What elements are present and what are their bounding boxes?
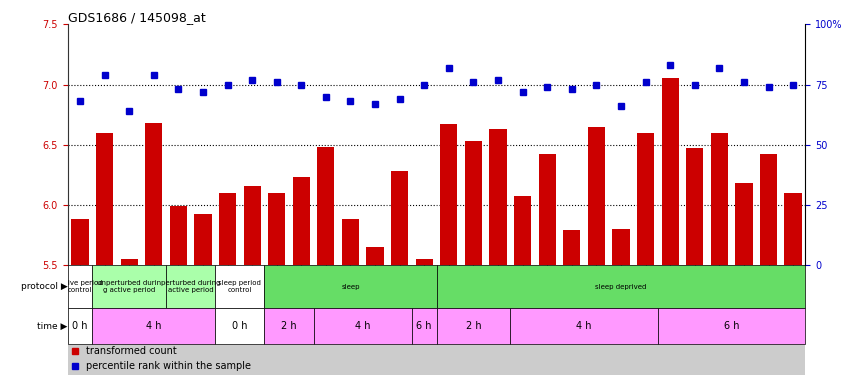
Bar xyxy=(784,193,802,265)
Bar xyxy=(563,230,580,265)
Text: percentile rank within the sample: percentile rank within the sample xyxy=(86,361,251,371)
Text: 4 h: 4 h xyxy=(355,321,371,331)
Bar xyxy=(514,196,531,265)
Bar xyxy=(268,193,285,265)
Text: time ▶: time ▶ xyxy=(37,322,68,331)
Bar xyxy=(92,308,215,344)
Bar xyxy=(658,308,805,344)
Bar xyxy=(686,148,703,265)
Text: unperturbed durin
g active period: unperturbed durin g active period xyxy=(97,280,162,293)
Bar xyxy=(637,133,654,265)
Bar xyxy=(539,154,556,265)
Bar xyxy=(415,259,433,265)
Bar xyxy=(760,154,777,265)
Text: 4 h: 4 h xyxy=(576,321,592,331)
Text: 2 h: 2 h xyxy=(281,321,297,331)
Text: 6 h: 6 h xyxy=(416,321,432,331)
Bar xyxy=(92,265,166,308)
Text: protocol ▶: protocol ▶ xyxy=(21,282,68,291)
Text: sleep: sleep xyxy=(341,284,360,290)
Bar xyxy=(317,147,334,265)
Text: sleep deprived: sleep deprived xyxy=(596,284,646,290)
Bar xyxy=(195,214,212,265)
Text: transformed count: transformed count xyxy=(86,346,177,357)
Bar xyxy=(510,308,658,344)
Bar xyxy=(68,265,92,308)
Bar xyxy=(146,123,162,265)
Text: sleep period
control: sleep period control xyxy=(218,280,261,293)
Text: GDS1686 / 145098_at: GDS1686 / 145098_at xyxy=(68,11,206,24)
Bar xyxy=(314,308,412,344)
Bar xyxy=(366,247,384,265)
Bar xyxy=(711,133,728,265)
Bar xyxy=(437,265,805,308)
Text: active period
control: active period control xyxy=(58,280,102,293)
Bar xyxy=(588,127,605,265)
Bar xyxy=(265,265,437,308)
Bar xyxy=(68,265,805,375)
Bar xyxy=(437,308,510,344)
Text: 4 h: 4 h xyxy=(146,321,162,331)
Bar xyxy=(391,171,409,265)
Bar xyxy=(96,133,113,265)
Text: 6 h: 6 h xyxy=(724,321,739,331)
Text: 0 h: 0 h xyxy=(232,321,248,331)
Bar xyxy=(120,259,138,265)
Bar xyxy=(215,308,265,344)
Bar xyxy=(464,141,482,265)
Bar xyxy=(489,129,507,265)
Bar xyxy=(735,183,753,265)
Bar xyxy=(293,177,310,265)
Text: 0 h: 0 h xyxy=(72,321,88,331)
Bar xyxy=(440,124,458,265)
Bar xyxy=(412,308,437,344)
Text: perturbed during
active period: perturbed during active period xyxy=(161,280,220,293)
Bar xyxy=(215,265,265,308)
Bar xyxy=(166,265,215,308)
Bar xyxy=(219,193,236,265)
Bar xyxy=(244,186,261,265)
Bar xyxy=(68,308,92,344)
Bar xyxy=(662,78,678,265)
Text: 2 h: 2 h xyxy=(465,321,481,331)
Bar xyxy=(613,229,629,265)
Bar xyxy=(71,219,89,265)
Bar xyxy=(170,206,187,265)
Bar xyxy=(265,308,314,344)
Bar xyxy=(342,219,359,265)
